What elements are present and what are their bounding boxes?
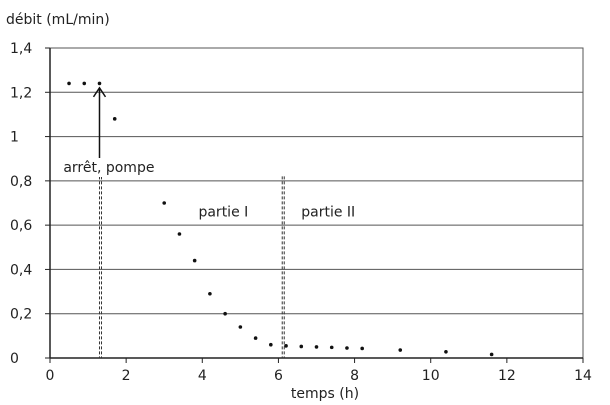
data-point: [253, 336, 258, 340]
data-point: [192, 258, 197, 263]
data-point: [284, 344, 288, 348]
data-point: [299, 344, 304, 349]
data-points: [67, 81, 494, 357]
arrow-head: [92, 86, 107, 98]
x-axis-title: temps (h): [291, 386, 359, 402]
y-tick-label: 0,6: [10, 218, 32, 234]
data-point: [345, 346, 349, 350]
y-axis-title: débit (mL/min): [6, 12, 110, 28]
annotation-bg: [299, 202, 358, 222]
y-tick-label: 1,2: [10, 85, 32, 101]
data-point: [444, 350, 448, 354]
x-tick-label: 8: [350, 368, 359, 384]
x-tick-label: 4: [198, 368, 207, 384]
data-point: [238, 325, 243, 329]
x-tick-label: 6: [274, 368, 283, 384]
data-point: [82, 81, 87, 86]
y-tick-label: 0,2: [10, 307, 32, 323]
tick-labels: 0 0,2 0,4 0,6 0,8 1 1,2 1,4 0 2 4 6 8 10 12 14: [10, 41, 592, 384]
annotation-bg: [196, 202, 251, 222]
x-tick-label: 2: [122, 368, 131, 384]
annotation-label: arrêt, pompe: [63, 160, 154, 176]
data-point: [177, 232, 182, 236]
y-tick-label: 0: [10, 351, 19, 367]
data-point: [97, 81, 102, 86]
x-tick-label: 10: [422, 368, 440, 384]
data-point: [223, 311, 227, 316]
annotation-lines: [98, 176, 285, 358]
axes: [45, 47, 584, 363]
annotation-label: partie II: [301, 204, 355, 220]
x-tick-label: 14: [574, 368, 592, 384]
x-tick-label: 12: [498, 368, 516, 384]
y-tick-label: 0,8: [10, 174, 32, 190]
data-point: [269, 342, 273, 347]
y-tick-label: 1,4: [10, 41, 32, 57]
data-point: [67, 81, 71, 86]
grid-lines: [50, 47, 583, 315]
data-point: [208, 291, 212, 296]
y-tick-label: 1: [10, 130, 19, 146]
x-tick-label: 0: [46, 368, 55, 384]
data-point: [112, 117, 117, 121]
data-point: [329, 345, 334, 350]
annotation-label: partie I: [198, 204, 248, 220]
data-point: [489, 352, 494, 357]
annotation-bg: [61, 158, 157, 177]
annotations: arrêt, pompe partie I partie II: [61, 86, 358, 222]
data-point: [162, 201, 167, 205]
y-tick-label: 0,4: [10, 262, 32, 278]
data-point: [360, 346, 364, 351]
data-point: [398, 348, 403, 352]
data-point: [314, 345, 319, 349]
